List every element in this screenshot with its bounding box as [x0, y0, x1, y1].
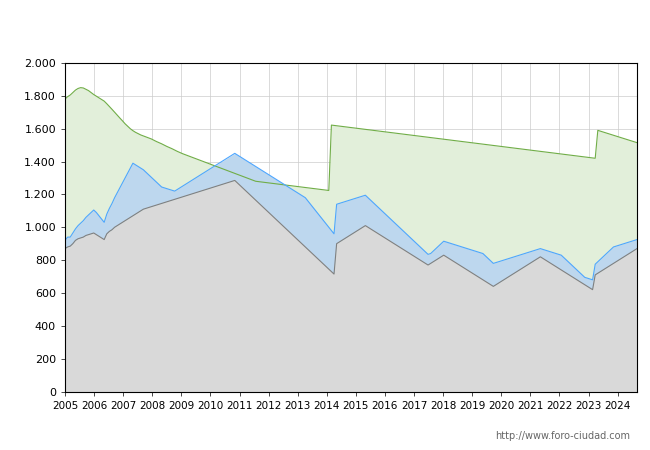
Text: Alcuéscar - Evolucion de la poblacion en edad de Trabajar Septiembre de 2024: Alcuéscar - Evolucion de la poblacion en…	[62, 21, 588, 33]
Text: http://www.foro-ciudad.com: http://www.foro-ciudad.com	[495, 431, 630, 441]
